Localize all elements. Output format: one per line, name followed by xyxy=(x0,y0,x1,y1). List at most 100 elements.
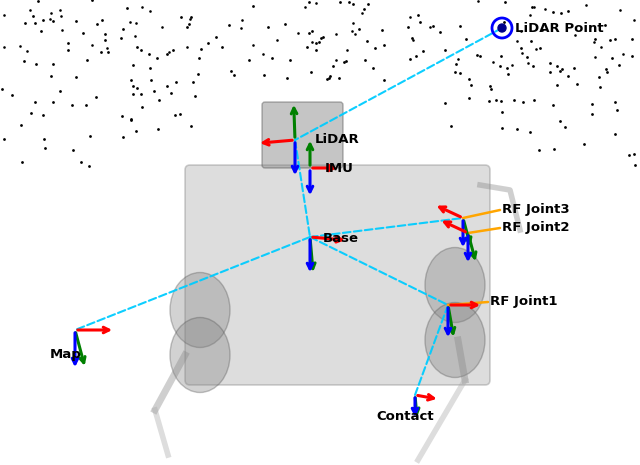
Circle shape xyxy=(498,24,506,32)
Point xyxy=(627,35,637,42)
Text: RF Joint1: RF Joint1 xyxy=(490,295,557,308)
Text: Base: Base xyxy=(323,232,359,245)
Point xyxy=(39,136,49,143)
FancyBboxPatch shape xyxy=(262,102,343,168)
Point xyxy=(415,19,425,26)
Point xyxy=(63,46,73,54)
Point xyxy=(87,41,97,49)
Point xyxy=(440,46,450,53)
Point xyxy=(132,84,142,91)
Point xyxy=(70,17,81,25)
Point xyxy=(15,121,26,129)
Point xyxy=(463,76,474,83)
Point xyxy=(500,0,510,6)
Point xyxy=(302,43,312,51)
Point xyxy=(610,130,620,138)
Point xyxy=(579,140,589,148)
Point xyxy=(589,35,600,43)
Point xyxy=(570,32,580,39)
Point xyxy=(91,93,101,100)
Point xyxy=(182,24,192,31)
Point xyxy=(358,6,369,13)
Point xyxy=(126,116,136,123)
Point xyxy=(127,61,138,68)
Ellipse shape xyxy=(170,318,230,392)
Point xyxy=(56,12,66,20)
Point xyxy=(525,37,536,45)
Point xyxy=(63,40,73,47)
Point xyxy=(103,48,113,56)
Point xyxy=(152,55,162,62)
Text: RF Joint3: RF Joint3 xyxy=(502,204,570,217)
Point xyxy=(425,23,435,30)
Point xyxy=(84,163,95,170)
Point xyxy=(300,3,310,10)
Point xyxy=(418,48,428,55)
Point xyxy=(236,17,246,24)
Point xyxy=(614,7,625,14)
Point xyxy=(555,117,565,124)
Point xyxy=(614,61,624,68)
Point xyxy=(33,0,44,5)
Point xyxy=(517,50,527,57)
Point xyxy=(504,70,514,78)
Point xyxy=(600,65,611,73)
Point xyxy=(535,45,545,52)
Point xyxy=(488,59,498,66)
Point xyxy=(330,56,340,63)
Point xyxy=(360,56,370,63)
Point xyxy=(552,62,563,70)
Point xyxy=(190,93,200,100)
Point xyxy=(369,45,380,52)
Text: RF Joint2: RF Joint2 xyxy=(502,221,570,234)
Point xyxy=(176,13,186,21)
Point xyxy=(325,72,335,80)
Point xyxy=(563,73,573,80)
Point xyxy=(81,102,92,109)
Point xyxy=(188,78,198,86)
Point xyxy=(116,113,127,120)
Point xyxy=(280,20,290,27)
Point xyxy=(523,60,533,67)
Point xyxy=(131,32,141,39)
Point xyxy=(55,87,65,94)
Point xyxy=(236,25,246,32)
Point xyxy=(127,82,138,90)
Point xyxy=(348,0,358,7)
Point xyxy=(67,101,77,109)
Point xyxy=(25,7,35,14)
Point xyxy=(30,20,40,27)
Point xyxy=(331,31,341,38)
Point xyxy=(540,5,550,13)
Point xyxy=(186,15,196,23)
Point xyxy=(194,54,204,61)
Point xyxy=(405,56,415,63)
Point xyxy=(334,74,344,81)
Point xyxy=(267,54,277,61)
Point xyxy=(589,53,600,60)
Point xyxy=(282,74,292,82)
Point xyxy=(186,13,196,21)
Point xyxy=(148,87,159,94)
Point xyxy=(518,98,528,106)
Point xyxy=(171,78,181,86)
Point xyxy=(609,36,620,43)
Point xyxy=(125,116,136,124)
Point xyxy=(0,135,10,143)
Point xyxy=(611,106,621,113)
Point xyxy=(484,98,495,105)
Point xyxy=(412,11,422,19)
Point xyxy=(486,86,496,93)
Point xyxy=(623,151,634,159)
Point xyxy=(49,98,59,106)
Point xyxy=(310,46,321,53)
Point xyxy=(145,65,156,72)
Point xyxy=(589,39,600,46)
Point xyxy=(464,94,474,102)
Point xyxy=(95,48,106,56)
Point xyxy=(595,83,605,91)
Point xyxy=(228,71,239,79)
Point xyxy=(618,50,628,58)
Point xyxy=(497,109,507,116)
Point xyxy=(451,60,461,67)
